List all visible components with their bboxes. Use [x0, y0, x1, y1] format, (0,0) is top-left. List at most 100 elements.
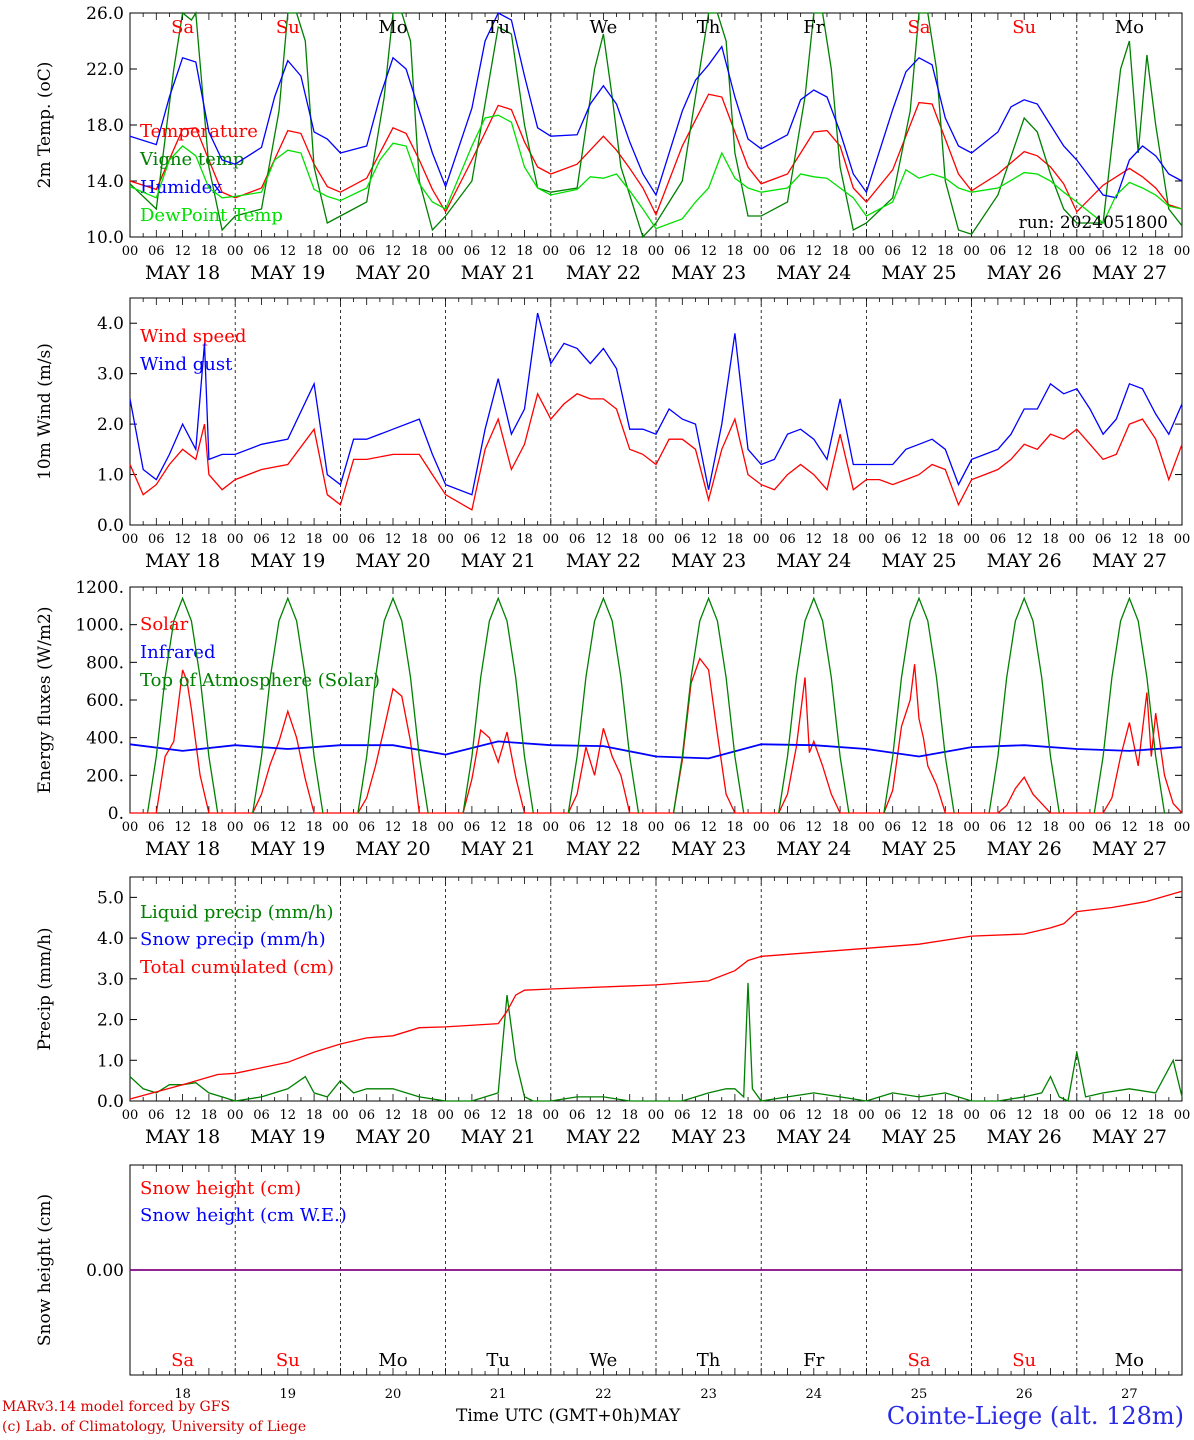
day-label: MAY 18	[145, 550, 220, 572]
hour-tick-label: 18	[832, 1108, 849, 1123]
hour-tick-label: 06	[674, 244, 691, 259]
day-label: MAY 26	[987, 262, 1062, 284]
hour-tick-label: 06	[674, 532, 691, 547]
hour-tick-label: 06	[990, 244, 1007, 259]
hour-tick-label: 00	[858, 244, 875, 259]
hour-tick-label: 18	[621, 820, 638, 835]
hour-tick-label: 06	[884, 1108, 901, 1123]
hour-tick-label: 00	[753, 820, 770, 835]
weekday-label-bottom: Sa	[907, 1350, 930, 1371]
day-label: MAY 23	[671, 838, 746, 860]
weekday-label-top: Sa	[907, 17, 930, 38]
hour-tick-label: 18	[1042, 244, 1059, 259]
hour-tick-label: 12	[595, 244, 612, 259]
hour-tick-label: 12	[1016, 244, 1033, 259]
y-axis-label: Precip (mm/h)	[35, 927, 55, 1050]
weekday-label-bottom: Su	[1012, 1350, 1036, 1371]
hour-tick-label: 00	[332, 1108, 349, 1123]
day-label: MAY 24	[776, 262, 851, 284]
hour-tick-label: 18	[411, 244, 428, 259]
hour-tick-label: 12	[174, 244, 191, 259]
day-label: MAY 26	[987, 1126, 1062, 1148]
hour-tick-label: 12	[700, 532, 717, 547]
hour-tick-label: 00	[1174, 532, 1191, 547]
series-line-top-of-atmosphere-solar-	[146, 596, 219, 814]
hour-tick-label: 00	[1069, 244, 1086, 259]
hour-tick-label: 06	[569, 244, 586, 259]
weekday-label-bottom: We	[590, 1350, 618, 1371]
hour-tick-label: 00	[753, 1108, 770, 1123]
hour-tick-label: 18	[1147, 244, 1164, 259]
hour-tick-label: 12	[700, 244, 717, 259]
day-number-label: 20	[385, 1387, 402, 1402]
day-label: MAY 25	[881, 1126, 956, 1148]
run-annotation: run: 2024051800	[1019, 213, 1168, 233]
hour-tick-label: 06	[148, 820, 165, 835]
hour-tick-label: 06	[569, 532, 586, 547]
hour-tick-label: 18	[727, 244, 744, 259]
hour-tick-label: 18	[832, 820, 849, 835]
hour-tick-label: 00	[227, 820, 244, 835]
hour-tick-label: 06	[990, 820, 1007, 835]
hour-tick-label: 00	[227, 532, 244, 547]
hour-tick-label: 06	[464, 1108, 481, 1123]
hour-tick-label: 00	[753, 244, 770, 259]
day-label: MAY 25	[881, 550, 956, 572]
hour-tick-label: 06	[1095, 1108, 1112, 1123]
hour-tick-label: 12	[280, 532, 297, 547]
weekday-label-bottom: Th	[697, 1350, 721, 1371]
hour-tick-label: 12	[1121, 820, 1138, 835]
y-tick-label: 0.0	[97, 516, 124, 536]
hour-tick-label: 06	[148, 244, 165, 259]
weekday-label-bottom: Mo	[378, 1350, 407, 1371]
hour-tick-label: 06	[1095, 820, 1112, 835]
y-tick-label: 1000.	[75, 616, 124, 636]
legend-entry: Humidex	[140, 177, 222, 198]
hour-tick-label: 12	[806, 820, 823, 835]
hour-tick-label: 18	[727, 820, 744, 835]
hour-tick-label: 18	[621, 532, 638, 547]
hour-tick-label: 12	[385, 244, 402, 259]
hour-tick-label: 18	[516, 532, 533, 547]
hour-tick-label: 00	[543, 1108, 560, 1123]
model-credit: MARv3.14 model forced by GFS	[2, 1399, 231, 1415]
hour-tick-label: 00	[858, 532, 875, 547]
y-tick-label: 10.0	[86, 228, 124, 248]
hour-tick-label: 06	[779, 820, 796, 835]
legend-entry: Wind speed	[140, 326, 246, 347]
weekday-label-top: Su	[1012, 17, 1036, 38]
hour-tick-label: 12	[174, 1108, 191, 1123]
hour-tick-label: 18	[411, 532, 428, 547]
hour-tick-label: 18	[937, 1108, 954, 1123]
series-line-top-of-atmosphere-solar-	[357, 596, 429, 814]
legend-entry: Temperature	[140, 121, 258, 142]
series-line-dewpoint-temp	[129, 114, 1183, 230]
day-label: MAY 21	[461, 1126, 536, 1148]
day-number-label: 19	[280, 1387, 297, 1402]
hour-tick-label: 06	[884, 532, 901, 547]
hour-tick-label: 06	[253, 244, 270, 259]
series-line-vigne-temp	[129, 11, 1183, 239]
legend-entry: Top of Atmosphere (Solar)	[140, 670, 380, 691]
copyright-credit: (c) Lab. of Climatology, University of L…	[2, 1419, 307, 1435]
hour-tick-label: 00	[648, 820, 665, 835]
day-label: MAY 23	[671, 550, 746, 572]
legend-entry: DewPoint Temp	[140, 205, 283, 226]
series-line-top-of-atmosphere-solar-	[988, 596, 1060, 814]
weekday-label-top: We	[590, 17, 618, 38]
series-line-liquid-precip-mm-h-	[129, 982, 1183, 1102]
hour-tick-label: 00	[963, 1108, 980, 1123]
y-tick-label: 400.	[86, 729, 124, 749]
y-axis-label: 2m Temp. (oC)	[35, 62, 55, 189]
hour-tick-label: 06	[148, 1108, 165, 1123]
weekday-label-top: Su	[276, 17, 300, 38]
hour-tick-label: 18	[306, 820, 323, 835]
day-label: MAY 24	[776, 550, 851, 572]
hour-tick-label: 12	[911, 532, 928, 547]
hour-tick-label: 12	[385, 820, 402, 835]
hour-tick-label: 12	[700, 820, 717, 835]
day-label: MAY 26	[987, 550, 1062, 572]
hour-tick-label: 18	[832, 532, 849, 547]
hour-tick-label: 18	[1147, 532, 1164, 547]
